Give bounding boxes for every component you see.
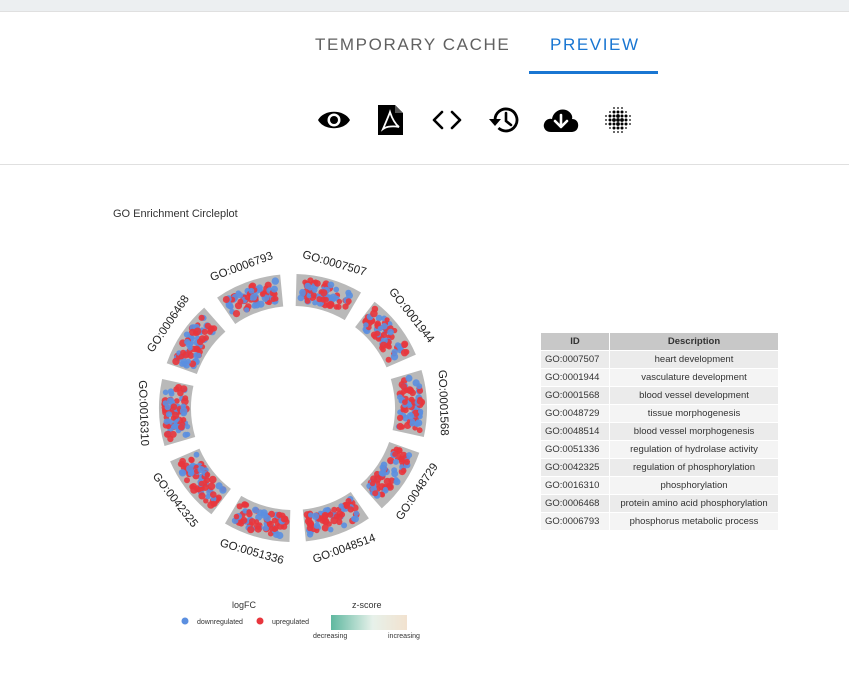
go-circle-plot: GO:0007507GO:0001944GO:0001568GO:0048729…	[136, 249, 450, 567]
sector-points	[161, 384, 191, 443]
cell-go-id: GO:0042325	[541, 458, 610, 477]
preview-button[interactable]	[314, 98, 354, 142]
sector-points	[177, 451, 227, 509]
dots-grid-icon	[605, 107, 631, 133]
export-pdf-button[interactable]	[370, 98, 410, 142]
cell-description: vasculature development	[609, 368, 779, 387]
zscore-gradient-bar	[331, 615, 407, 630]
cell-description: regulation of phosphorylation	[609, 458, 779, 477]
toolbar-divider	[0, 164, 849, 165]
cell-description: phosphorylation	[609, 476, 779, 495]
cell-go-id: GO:0048729	[541, 404, 610, 423]
history-icon	[489, 107, 519, 133]
legend-decreasing-label: decreasing	[313, 633, 348, 640]
pdf-icon	[378, 105, 403, 135]
cell-go-id: GO:0007507	[541, 350, 610, 369]
view-code-button[interactable]	[427, 98, 467, 142]
cell-go-id: GO:0006468	[541, 494, 610, 513]
sector-label: GO:0007507	[301, 249, 368, 279]
legend-up-label: upregulated	[272, 619, 309, 626]
sector-label: GO:0016310	[136, 380, 150, 446]
cell-description: blood vessel morphogenesis	[609, 422, 779, 441]
table-row: GO:0006793 phosphorus metabolic process	[541, 512, 779, 531]
blur-toggle-button[interactable]	[598, 98, 638, 142]
sector-label: GO:0051336	[218, 537, 285, 567]
legend-increasing-label: increasing	[388, 633, 420, 640]
cell-go-id: GO:0001568	[541, 386, 610, 405]
eye-icon	[318, 111, 350, 129]
table-row: GO:0006468 protein amino acid phosphoryla…	[541, 494, 779, 513]
cell-description: tissue morphogenesis	[609, 404, 779, 423]
table-row: GO:0007507 heart development	[541, 350, 779, 369]
cell-description: heart development	[609, 350, 779, 369]
cell-description: blood vessel development	[609, 386, 779, 405]
cell-go-id: GO:0048514	[541, 422, 610, 441]
cell-go-id: GO:0016310	[541, 476, 610, 495]
cell-description: protein amino acid phosphorylation	[609, 494, 779, 513]
top-strip	[0, 0, 849, 12]
download-button[interactable]	[541, 98, 581, 142]
sector-points	[222, 277, 279, 318]
table-header-id: ID	[541, 333, 610, 351]
table-row: GO:0001568 blood vessel development	[541, 386, 779, 405]
go-table: ID Description GO:0007507 heart developme…	[541, 333, 779, 531]
legend-logfc-title: logFC	[232, 600, 257, 610]
sector-points	[231, 501, 290, 540]
sector-label: GO:0001568	[436, 370, 450, 436]
table-row: GO:0048729 tissue morphogenesis	[541, 404, 779, 423]
legend-down-label: downregulated	[197, 619, 243, 626]
table-header-description: Description	[609, 333, 779, 351]
cell-description: phosphorus metabolic process	[609, 512, 779, 531]
table-row: GO:0001944 vasculature development	[541, 368, 779, 387]
sector-points	[303, 496, 360, 538]
cell-go-id: GO:0001944	[541, 368, 610, 387]
legend-up-dot	[256, 617, 264, 625]
code-icon	[432, 110, 462, 130]
sector-points	[297, 277, 353, 310]
tab-preview[interactable]: PREVIEW	[550, 35, 640, 54]
cell-go-id: GO:0051336	[541, 440, 610, 459]
tab-temporary-cache[interactable]: TEMPORARY CACHE	[315, 35, 511, 54]
table-row: GO:0051336 regulation of hydrolase activi…	[541, 440, 779, 459]
table-row: GO:0048514 blood vessel morphogenesis	[541, 422, 779, 441]
toolbar	[0, 96, 849, 144]
active-tab-indicator	[529, 71, 658, 74]
history-button[interactable]	[484, 98, 524, 142]
table-row: GO:0042325 regulation of phosphorylation	[541, 458, 779, 477]
legend-down-dot	[181, 617, 189, 625]
sector-points	[395, 374, 426, 434]
tab-bar: TEMPORARY CACHE PREVIEW	[0, 11, 849, 75]
sector-points	[366, 446, 413, 499]
legend-zscore-title: z-score	[352, 600, 382, 610]
cloud-download-icon	[543, 109, 579, 132]
cell-description: regulation of hydrolase activity	[609, 440, 779, 459]
sector-points	[362, 305, 410, 363]
cell-go-id: GO:0006793	[541, 512, 610, 531]
table-row: GO:0016310 phosphorylation	[541, 476, 779, 495]
plot-title: GO Enrichment Circleplot	[113, 208, 238, 220]
sector-points	[172, 314, 218, 370]
